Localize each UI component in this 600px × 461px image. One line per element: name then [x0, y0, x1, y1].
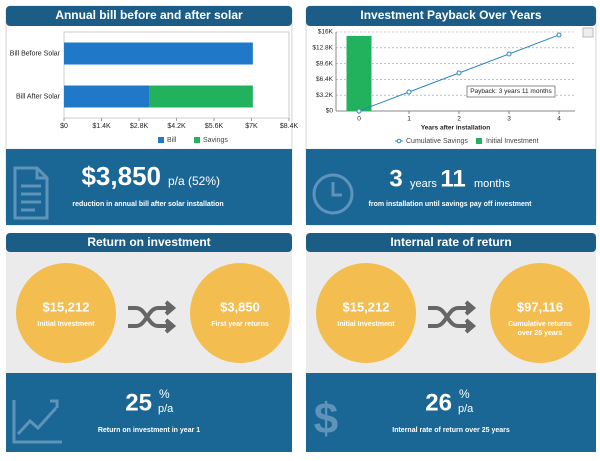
x-tick-label: 2 — [457, 116, 461, 123]
category-label: Bill After Solar — [16, 93, 61, 100]
rate-period: p/a — [458, 403, 474, 415]
point — [356, 108, 362, 114]
x-tick-label: $1.4K — [92, 123, 111, 130]
circle-label: Initial Investment — [37, 321, 95, 328]
rate: 25 — [125, 389, 152, 416]
panel-title: Annual bill before and after solar — [55, 8, 243, 22]
point — [456, 70, 462, 76]
circle — [16, 263, 116, 363]
category-label: Bill Before Solar — [10, 50, 61, 57]
circle-label: First year returns — [211, 321, 269, 328]
y-tick-label: $0 — [326, 108, 334, 115]
point — [556, 32, 562, 38]
circle-label: Cumulative returns — [508, 321, 572, 328]
bar — [149, 85, 253, 108]
bar — [64, 85, 150, 108]
circle — [490, 263, 590, 363]
x-axis-title: Years after installation — [421, 125, 490, 132]
frames — [5, 5, 597, 452]
y-tick-label: $3.2K — [316, 92, 334, 99]
y-tick-label: $16K — [318, 29, 334, 36]
legend-swatch — [476, 138, 482, 144]
panel-title: Internal rate of return — [390, 235, 511, 249]
legend-swatch — [396, 138, 402, 144]
rate-unit: % — [459, 387, 470, 401]
x-tick-label: $7K — [245, 123, 258, 130]
panel-title: Investment Payback Over Years — [360, 8, 542, 22]
y-tick-label: $6.4K — [316, 76, 334, 83]
legend-label: Bill — [167, 137, 177, 144]
x-tick-label: 4 — [557, 116, 561, 123]
months-unit: months — [474, 178, 511, 190]
bar — [346, 35, 372, 112]
x-tick-label: 0 — [357, 116, 361, 123]
big-suffix: p/a (52%) — [168, 174, 220, 188]
years-unit: years — [410, 178, 437, 190]
legend-label: Initial Investment — [486, 138, 539, 145]
x-tick-label: 1 — [407, 116, 411, 123]
x-tick-label: 3 — [507, 116, 511, 123]
annotation: Payback: 3 years 11 months — [470, 88, 552, 95]
x-tick-label: $4.2K — [167, 123, 186, 130]
circle — [316, 263, 416, 363]
x-tick-label: $2.8K — [130, 123, 149, 130]
bar — [64, 42, 253, 65]
circle — [190, 263, 290, 363]
y-tick-label: $9.6K — [316, 60, 334, 67]
caption: Return on investment in year 1 — [98, 427, 200, 434]
point — [506, 51, 512, 57]
svg-text:$: $ — [314, 395, 338, 444]
legend-label: Cumulative Savings — [406, 138, 468, 145]
legend-label: Savings — [203, 137, 228, 144]
caption: reduction in annual bill after solar ins… — [72, 201, 223, 208]
point — [406, 89, 412, 95]
x-tick-label: $0 — [60, 123, 68, 130]
circle-label: over 25 years — [518, 330, 563, 337]
shuffle-icons — [128, 300, 477, 334]
caption: from installation until savings pay off … — [369, 201, 533, 208]
circle-value: $15,212 — [343, 299, 390, 314]
y-tick-label: $12.8K — [312, 45, 333, 52]
caption: Internal rate of return over 25 years — [392, 427, 510, 434]
legend-swatch — [194, 137, 200, 143]
rate-period: p/a — [158, 403, 174, 415]
rate: 26 — [425, 389, 452, 416]
years: 3 — [389, 165, 402, 192]
circle-label: Initial Investment — [337, 321, 395, 328]
x-tick-label: $8.4K — [280, 123, 299, 130]
annotation-box — [466, 85, 556, 98]
big-value: $3,850 — [81, 161, 161, 191]
months: 11 — [440, 165, 465, 192]
rate-unit: % — [159, 387, 170, 401]
circle-value: $15,212 — [43, 299, 90, 314]
legend-swatch — [158, 137, 164, 143]
panel-title: Return on investment — [87, 235, 210, 249]
x-tick-label: $5.6K — [205, 123, 224, 130]
circle-value: $97,116 — [517, 299, 563, 314]
circle-value: $3,850 — [220, 299, 260, 314]
icons: $ — [12, 166, 354, 444]
